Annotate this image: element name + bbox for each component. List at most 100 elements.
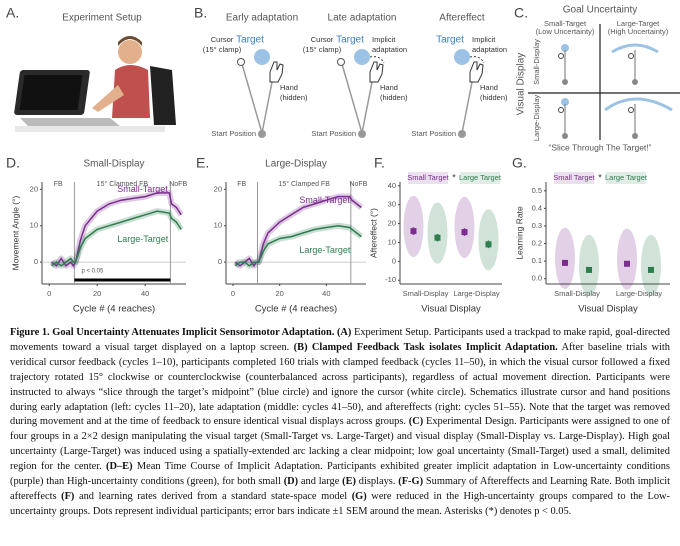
schematic-title: Aftereffect <box>439 13 485 24</box>
caption-text: After baseline trials with veridical cur… <box>10 341 670 428</box>
adaptation-arrow <box>369 56 385 64</box>
y-tick-label: 0.2 <box>532 239 542 248</box>
y-tick-label: 20 <box>30 184 38 193</box>
hand-label: (hidden) <box>380 93 408 102</box>
row-label: Small-Display <box>532 39 541 85</box>
x-tick-label: 40 <box>141 289 149 298</box>
target <box>254 49 270 65</box>
x-tick-label: Small-Display <box>403 289 449 298</box>
cursor-label: Cursor <box>211 35 234 44</box>
caption-bold-text: (G) <box>351 490 367 502</box>
caption-bold-text: (D) <box>283 476 299 488</box>
schematic-title: Early adaptation <box>226 13 298 24</box>
y-tick-label: 10 <box>214 221 222 230</box>
y-axis-label: Movement Angle (°) <box>10 195 20 270</box>
mean-marker <box>410 228 417 235</box>
y-tick-label: 0 <box>392 256 396 265</box>
adaptation-label: Implicit <box>372 35 396 44</box>
legend-label: Small Target <box>553 173 595 182</box>
start-label: Start Position <box>411 129 456 138</box>
hand-label: Hand <box>480 83 498 92</box>
phase-label: 15° Clamped FB <box>97 180 149 188</box>
schematic-title: Late adaptation <box>328 13 397 24</box>
start-label: Start Position <box>211 129 256 138</box>
caption-bold-text: (E) <box>342 476 356 488</box>
caption-text: displays. <box>355 476 399 488</box>
violin <box>427 202 448 264</box>
x-axis-label: Cycle # (4 reaches) <box>255 304 337 315</box>
y-tick-label: 0.1 <box>532 256 542 265</box>
violin <box>478 209 499 271</box>
caption-bold-text: (F-G) <box>398 476 424 488</box>
panel-letter: C. <box>514 5 528 21</box>
series-label: Small-Target <box>117 184 168 194</box>
y-tick-label: 0 <box>218 257 222 266</box>
mean-marker <box>485 241 492 248</box>
mean-marker <box>562 259 568 266</box>
y-tick-label: 0.4 <box>532 203 542 212</box>
hand-label: (hidden) <box>280 93 308 102</box>
target <box>454 49 470 65</box>
y-tick-label: 0 <box>34 257 38 266</box>
caption-bold-text: (F) <box>61 490 75 502</box>
x-tick-label: Small-Display <box>554 289 600 298</box>
error-band <box>49 189 184 269</box>
cursor <box>337 58 345 66</box>
significance-label: * <box>598 172 602 182</box>
adaptation-arrow <box>469 56 485 64</box>
panel-letter: G. <box>512 155 527 171</box>
series-label: Large-Target <box>117 234 169 244</box>
error-band <box>233 193 364 269</box>
phase-label: 15° Clamped FB <box>278 180 330 188</box>
series-line <box>234 224 362 267</box>
cursor <box>237 58 245 66</box>
mean-marker <box>434 234 441 241</box>
y-tick-label: 20 <box>214 184 222 193</box>
y-tick-label: 20 <box>388 219 396 228</box>
cursor-label: (15° clamp) <box>303 45 342 54</box>
panel-letter: A. <box>6 5 19 21</box>
caption-text: Experimental Design. Participants were a… <box>10 416 670 473</box>
hand-icon <box>369 61 384 83</box>
start-label: Start Position <box>311 129 356 138</box>
phase-label: NoFB <box>349 181 367 188</box>
target <box>354 49 370 65</box>
series-line <box>234 195 362 268</box>
x-tick-label: 20 <box>93 289 101 298</box>
violin <box>555 227 575 289</box>
y-axis-label: Aftereffect (°) <box>368 208 378 258</box>
y-tick-label: 0.5 <box>532 186 542 195</box>
column-label: Large-Target <box>617 19 660 28</box>
phase-label: NoFB <box>169 181 187 188</box>
panel-title: Goal Uncertainty <box>563 5 637 16</box>
start-position <box>358 130 366 138</box>
y-tick-label: 30 <box>388 200 396 209</box>
violin <box>403 195 424 258</box>
column-label: Small-Target <box>544 19 587 28</box>
chart-title: Large-Display <box>265 159 327 170</box>
caption-bold-text: (C) <box>408 416 424 428</box>
start-position <box>458 130 466 138</box>
clamp-schematics <box>237 49 485 138</box>
target-label: Target <box>436 35 464 46</box>
phase-label: FB <box>237 181 246 188</box>
x-axis-label: Visual Display <box>578 304 638 315</box>
hand-label: Hand <box>380 83 398 92</box>
violin <box>641 234 661 296</box>
legend-label: Large Target <box>459 173 502 182</box>
x-axis-label: Cycle # (4 reaches) <box>73 304 155 315</box>
significance-label: p < 0.05 <box>81 269 104 275</box>
column-label: (High Uncertainty) <box>608 27 669 36</box>
target-label: Target <box>236 35 264 46</box>
series-label: Large-Target <box>299 245 351 255</box>
setup-illustration <box>14 36 176 132</box>
series-line <box>51 192 182 268</box>
cursor-path <box>241 63 263 134</box>
legend-swatch <box>606 172 646 184</box>
caption-bold-text: (A) <box>336 327 352 338</box>
x-tick-label: 20 <box>275 289 283 298</box>
violin <box>579 234 599 296</box>
mean-marker <box>648 266 654 273</box>
hand-label: Hand <box>280 83 298 92</box>
adaptation-label: adaptation <box>372 45 407 54</box>
